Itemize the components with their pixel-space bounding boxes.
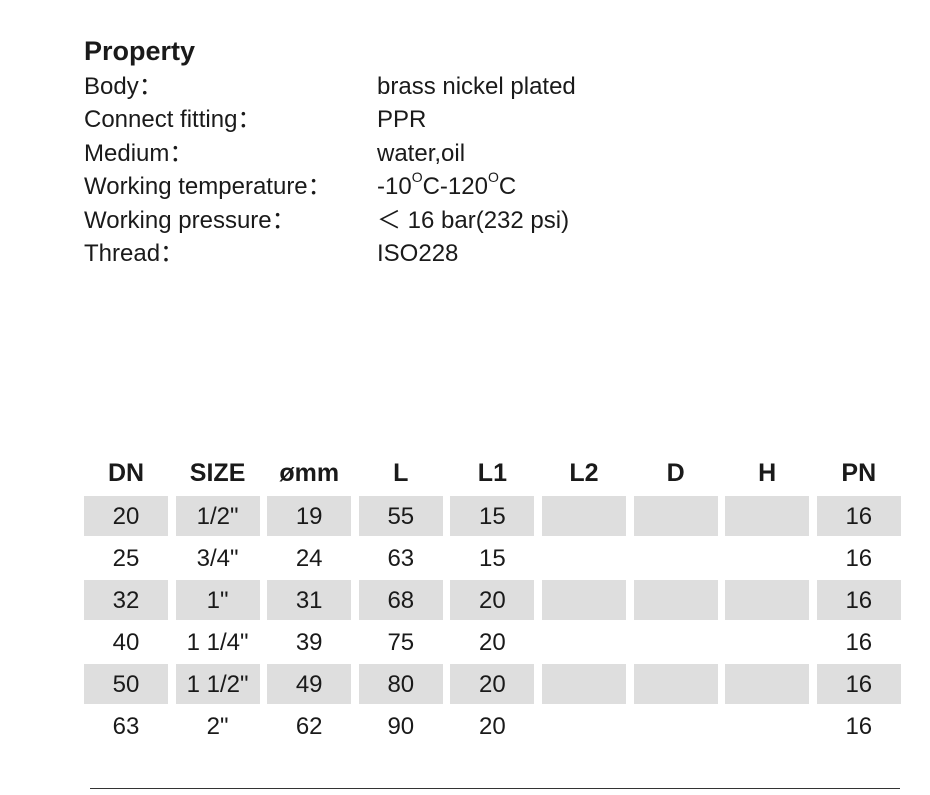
table-body: 20 1/2" 19 55 15 16 25 3/4" 24 63 15 16 32 1" 31 68 20 16…	[84, 494, 901, 789]
column-header: SIZE	[189, 459, 246, 487]
property-row-medium: Medium： water,oil	[84, 137, 804, 170]
table-row: 32 1" 31 68 20 16	[84, 578, 901, 620]
table-cell	[542, 622, 626, 662]
property-row-thread: Thread： ISO228	[84, 237, 804, 270]
property-label: Medium：	[84, 139, 194, 167]
table-row: 40 1 1/4" 39 75 20 16	[84, 620, 900, 662]
table-cell: 15	[450, 496, 535, 536]
table-cell: 32	[84, 580, 168, 620]
table-cell: 40	[112, 629, 140, 656]
column-header: L2	[569, 459, 599, 487]
table-cell: 63	[387, 545, 415, 572]
temperature-max: C-120	[422, 173, 488, 201]
property-row-working-pressure: Working pressure： ＜ 16 bar(232 psi)	[84, 204, 804, 237]
table-cell	[725, 706, 809, 746]
table-cell: 25	[112, 545, 140, 572]
table-cell	[725, 496, 810, 536]
table-cell: 16	[845, 713, 873, 740]
table-cell	[634, 538, 718, 578]
table-cell: 3/4"	[196, 545, 239, 572]
property-value: -10OC-120OC	[377, 170, 516, 203]
table-cell	[725, 538, 809, 578]
table-cell	[542, 580, 626, 620]
property-value: ＜ 16 bar(232 psi)	[377, 206, 570, 234]
property-title: Property	[84, 36, 196, 66]
table-cell: 39	[295, 629, 323, 656]
property-label: Thread：	[84, 239, 185, 267]
temperature-unit: C	[498, 173, 517, 201]
table-cell: 1/2"	[175, 496, 260, 536]
table-cell: 15	[479, 545, 506, 572]
table-cell	[542, 538, 626, 578]
table-cell	[542, 706, 626, 746]
table-row: 20 1/2" 19 55 15 16	[84, 494, 901, 536]
table-cell: 19	[267, 496, 352, 536]
table-cell: 1"	[175, 580, 260, 620]
table-cell	[542, 664, 626, 704]
table-cell	[725, 622, 809, 662]
table-row: 25 3/4" 24 63 15 16	[84, 536, 900, 578]
table-cell	[542, 496, 626, 536]
property-value: water,oil	[377, 139, 466, 167]
table-cell: 1 1/4"	[186, 629, 249, 656]
property-row-connect-fitting: Connect fitting： PPR	[84, 103, 804, 136]
table-cell	[634, 706, 718, 746]
table-cell: 2"	[206, 713, 229, 740]
table-cell: 63	[112, 713, 140, 740]
column-header: DN	[107, 459, 145, 487]
table-cell	[634, 622, 718, 662]
table-cell: 20	[450, 664, 535, 704]
table-cell: 50	[84, 664, 168, 704]
spec-table: DN SIZE ømm L L1 L2 D H PN 20 1/2" 19 55 15 16 25 3/4" 2…	[84, 452, 901, 789]
table-cell: 16	[816, 664, 901, 704]
property-label: Working temperature：	[84, 173, 332, 201]
table-cell: 20	[450, 580, 535, 620]
column-header: ømm	[279, 459, 340, 487]
table-cell: 31	[267, 580, 352, 620]
table-cell	[725, 580, 810, 620]
property-label: Connect fitting：	[84, 106, 262, 134]
table-header-row: DN SIZE ømm L L1 L2 D H PN	[84, 452, 900, 494]
table-cell: 55	[358, 496, 443, 536]
table-cell: 16	[816, 580, 901, 620]
table-cell: 62	[295, 713, 323, 740]
table-cell: 20	[84, 496, 168, 536]
table-cell: 90	[387, 713, 415, 740]
table-cell: 1 1/2"	[175, 664, 260, 704]
table-cell: 16	[845, 629, 873, 656]
column-header: D	[666, 459, 685, 487]
property-row-working-temperature: Working temperature： -10OC-120OC	[84, 170, 804, 203]
table-cell: 16	[845, 545, 873, 572]
table-cell: 20	[479, 629, 506, 656]
property-row-body: Body： brass nickel plated	[84, 70, 804, 103]
table-cell	[725, 664, 810, 704]
column-header: H	[758, 459, 777, 487]
table-cell: 16	[816, 496, 901, 536]
property-label: Working pressure：	[84, 206, 296, 234]
property-value: PPR	[377, 106, 427, 134]
property-list: Body： brass nickel plated Connect fittin…	[84, 70, 804, 270]
table-row: 63 2" 62 90 20 16	[84, 704, 900, 746]
property-label: Body：	[84, 73, 163, 100]
column-header: PN	[841, 459, 877, 487]
property-value: ISO228	[377, 239, 459, 267]
table-cell: 49	[267, 664, 352, 704]
table-cell	[633, 496, 718, 536]
temperature-min: -10	[377, 173, 412, 201]
degree-mark: O	[487, 169, 499, 186]
table-cell: 68	[358, 580, 443, 620]
table-cell	[633, 664, 718, 704]
table-cell: 75	[387, 629, 415, 656]
table-cell: 20	[479, 713, 506, 740]
degree-mark: O	[411, 169, 423, 186]
table-cell: 80	[358, 664, 443, 704]
table-bottom-rule	[90, 788, 900, 789]
column-header: L1	[477, 459, 507, 487]
property-value: brass nickel plated	[377, 73, 576, 100]
table-cell: 24	[295, 545, 323, 572]
table-row: 50 1 1/2" 49 80 20 16	[84, 662, 901, 704]
table-cell	[633, 580, 718, 620]
column-header: L	[393, 459, 409, 487]
